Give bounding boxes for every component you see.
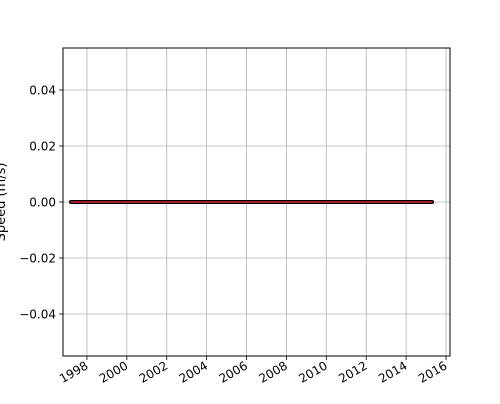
- y-tick-label: 0.04: [29, 84, 56, 98]
- y-tick-label: 0.00: [29, 196, 56, 210]
- y-tick-label: −0.04: [19, 308, 56, 322]
- y-axis-label: Speed (m/s): [0, 163, 9, 242]
- grid: [63, 48, 450, 356]
- y-tick-label: 0.02: [29, 140, 56, 154]
- y-tick-label: −0.02: [19, 252, 56, 266]
